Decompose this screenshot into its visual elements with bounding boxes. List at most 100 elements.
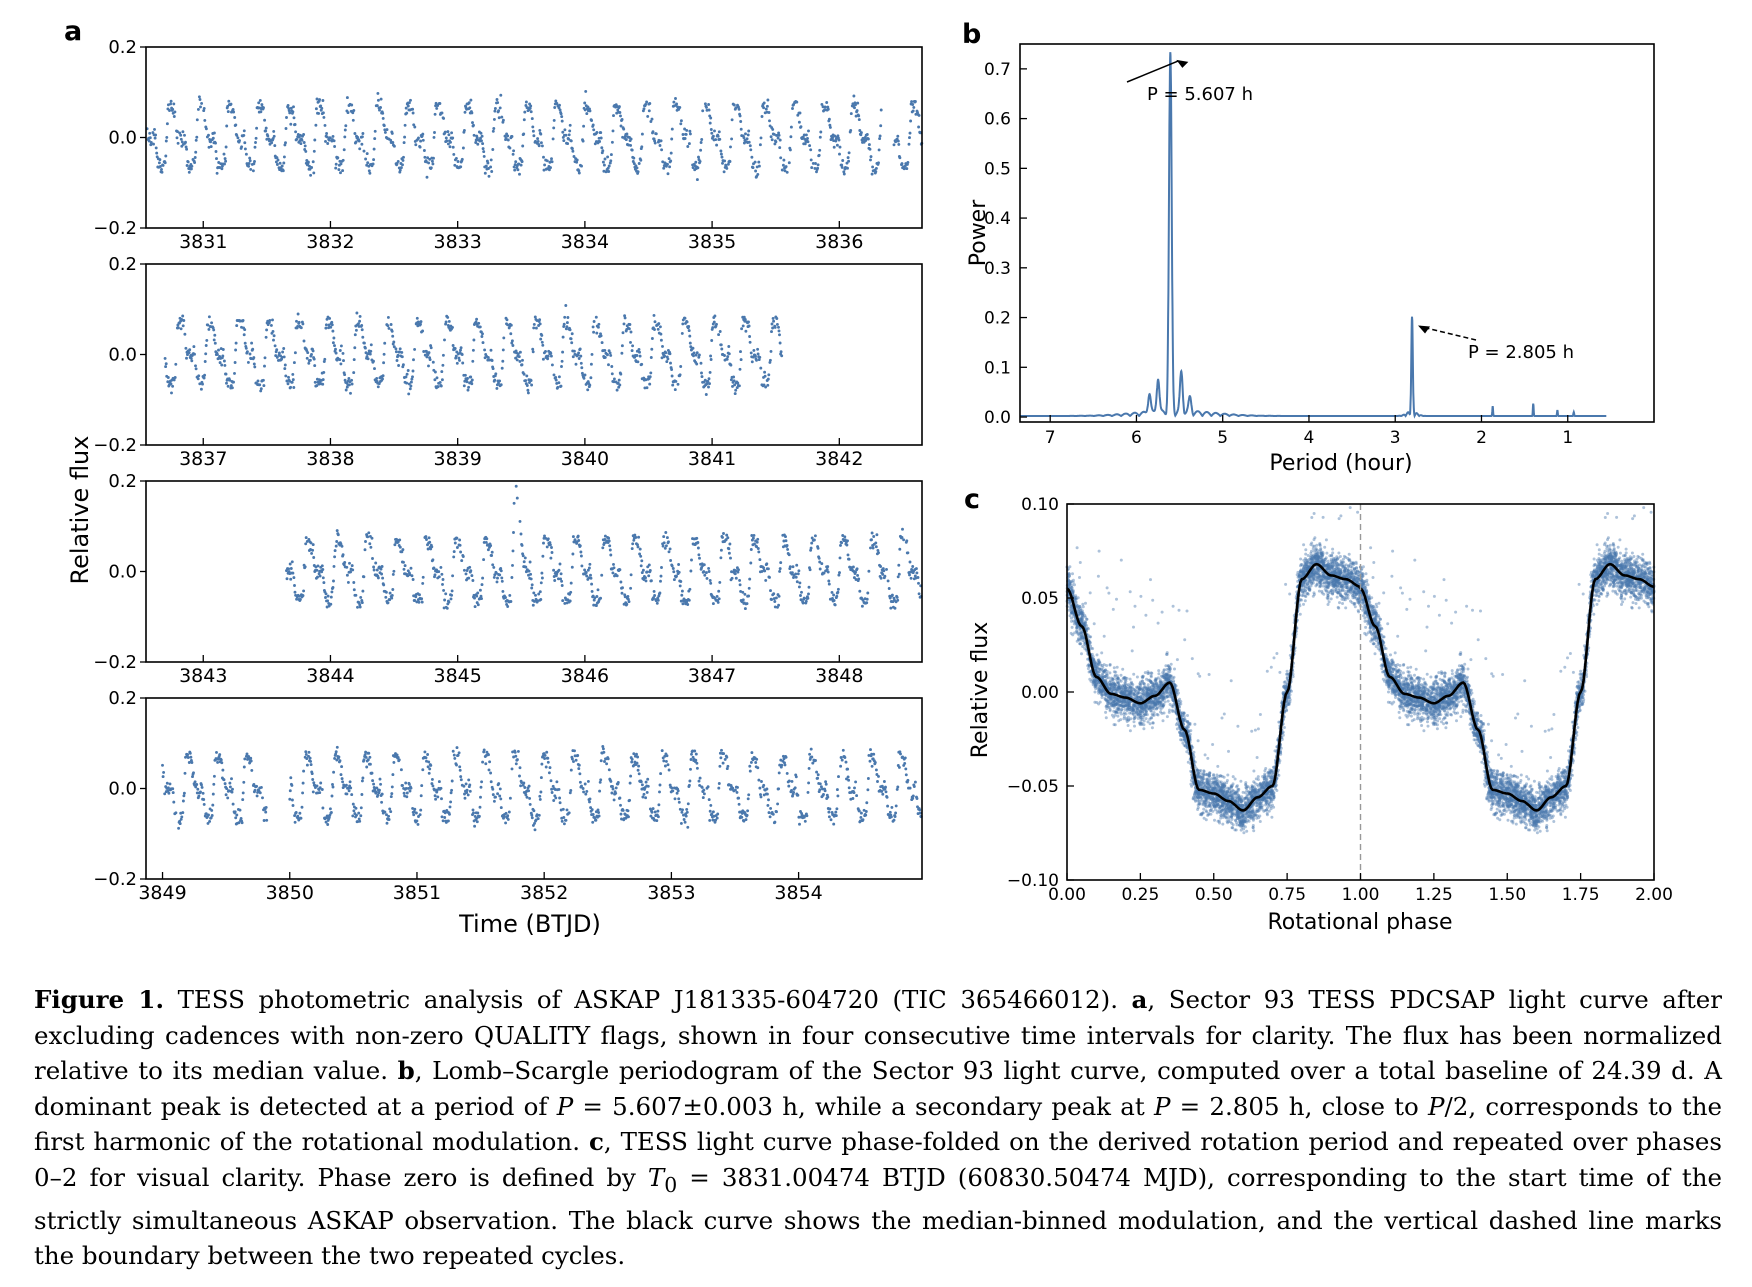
data-point [598, 789, 602, 793]
data-point [230, 777, 233, 781]
data-point [269, 323, 273, 327]
data-point [389, 810, 393, 814]
data-point [557, 375, 561, 379]
data-point [619, 580, 623, 584]
data-point [894, 811, 898, 815]
data-point [811, 161, 815, 165]
data-point [565, 808, 569, 812]
data-point [539, 776, 543, 780]
data-point [262, 384, 266, 388]
data-point [717, 597, 721, 601]
data-point [834, 810, 838, 814]
data-point [568, 129, 572, 133]
data-point [425, 355, 429, 359]
data-point [318, 98, 322, 102]
data-point [818, 135, 822, 139]
data-point [869, 748, 872, 752]
data-point [501, 589, 505, 593]
data-point [773, 605, 777, 609]
data-point [433, 112, 437, 116]
data-point [807, 766, 811, 770]
data-point [590, 582, 594, 586]
data-point [685, 320, 689, 324]
data-point [302, 133, 306, 136]
data-point [490, 554, 494, 557]
data-point [230, 386, 234, 390]
data-point [567, 133, 571, 137]
data-point [686, 603, 690, 606]
data-point [202, 802, 206, 806]
data-point [272, 334, 276, 338]
data-point [491, 787, 495, 791]
data-point [383, 130, 387, 134]
data-point [315, 97, 319, 101]
data-point [261, 378, 265, 382]
y-tick-label: 0.0 [108, 345, 137, 366]
data-point [785, 544, 789, 547]
data-point [189, 356, 193, 360]
data-point [599, 136, 603, 140]
data-point [586, 779, 590, 783]
data-point [370, 771, 374, 775]
data-point [826, 565, 830, 569]
data-point [552, 373, 556, 377]
data-point [492, 117, 496, 121]
data-point [681, 808, 684, 812]
data-point [436, 104, 440, 107]
data-point [352, 581, 356, 584]
data-point [679, 821, 683, 825]
data-point [585, 574, 589, 578]
data-point [585, 112, 589, 116]
data-point [577, 171, 581, 175]
data-point [680, 593, 684, 597]
data-point [677, 797, 681, 801]
data-point [612, 566, 616, 570]
data-point [247, 162, 251, 165]
data-point [577, 767, 581, 771]
y-tick-label: 0.6 [984, 110, 1011, 130]
data-point [650, 117, 654, 121]
data-point [635, 761, 639, 765]
panel-c-label: c [964, 484, 980, 515]
data-point [301, 791, 305, 795]
data-point [337, 755, 341, 759]
data-point [335, 540, 339, 543]
data-point [259, 389, 263, 393]
data-point [708, 121, 712, 125]
data-point [484, 762, 488, 766]
data-point [796, 572, 800, 576]
data-point [358, 147, 362, 151]
data-point [558, 801, 562, 805]
data-point [818, 148, 822, 152]
data-point [640, 571, 644, 575]
data-point [288, 797, 292, 801]
data-point [672, 100, 676, 104]
data-point [843, 535, 847, 539]
data-point [467, 778, 471, 782]
data-point [303, 144, 307, 148]
data-point [498, 573, 502, 577]
data-point [632, 752, 636, 756]
data-point [330, 323, 334, 327]
data-point [431, 558, 435, 562]
data-point [572, 760, 575, 764]
data-point [715, 322, 718, 326]
data-point [670, 137, 674, 141]
data-point [275, 355, 279, 359]
data-point [758, 355, 762, 359]
data-point [296, 325, 300, 328]
data-point [905, 539, 909, 543]
data-point [207, 145, 211, 149]
data-point [652, 596, 655, 600]
data-point [407, 392, 411, 396]
data-point [288, 789, 292, 793]
data-point [606, 155, 610, 159]
data-point [448, 805, 452, 809]
data-point [829, 818, 833, 822]
data-point [395, 359, 399, 362]
y-tick-label: 0.0 [108, 779, 137, 800]
data-point [765, 792, 769, 796]
data-point [1563, 665, 1567, 669]
data-point [657, 322, 661, 326]
data-point [445, 606, 449, 610]
